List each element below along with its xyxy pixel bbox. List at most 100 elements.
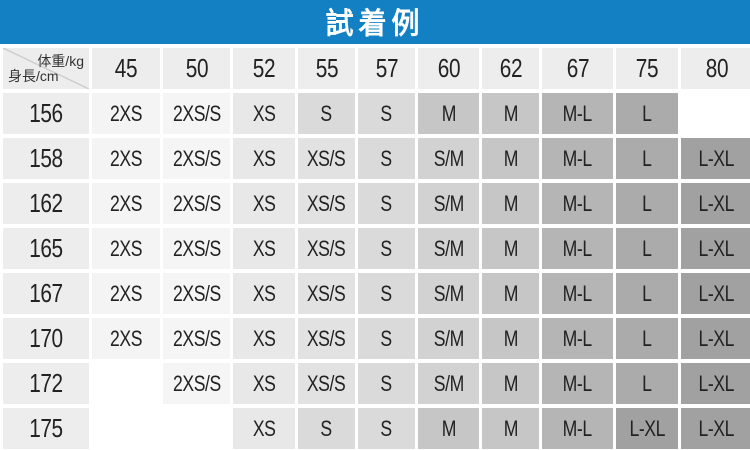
size-cell: XS [233,228,295,269]
row-header-156: 156 [3,93,89,134]
corner-cell: 体重/kg 身長/cm [3,48,89,89]
size-cell: S [358,228,415,269]
size-cell: L-XL [681,318,750,359]
row-header-162: 162 [3,183,89,224]
row-header-170: 170 [3,318,89,359]
weight-axis-label: 体重/kg [37,53,84,69]
size-cell: XS [233,363,295,404]
size-cell: L-XL [616,408,678,449]
size-cell: XS [233,408,295,449]
size-cell: M [482,138,539,179]
size-cell: XS [233,138,295,179]
size-cell: XS [233,93,295,134]
table-row-156: 156 2XS 2XS/S XS S S M M M-L L [3,93,750,134]
size-cell: M [418,408,479,449]
size-cell: S/M [418,318,479,359]
size-cell: S [358,318,415,359]
size-cell: S [358,93,415,134]
table-row-172: 172 2XS/S XS XS/S S S/M M M-L L L-XL [3,363,750,404]
size-cell: 2XS [92,138,160,179]
size-cell: 2XS [92,228,160,269]
size-cell: 2XS/S [163,138,230,179]
size-cell: L-XL [681,363,750,404]
row-header-167: 167 [3,273,89,314]
size-cell: M [482,228,539,269]
size-cell: XS/S [298,318,355,359]
size-cell: S/M [418,183,479,224]
size-cell: M [482,273,539,314]
height-axis-label: 身長/cm [8,68,59,84]
row-header-172: 172 [3,363,89,404]
size-cell: M-L [542,93,613,134]
table-row-162: 162 2XS 2XS/S XS XS/S S S/M M M-L L L-XL [3,183,750,224]
col-header-50: 50 [163,48,230,89]
size-cell: M [482,408,539,449]
title-bar: 試着例 [0,0,750,44]
size-cell: 2XS/S [163,363,230,404]
size-cell: M-L [542,183,613,224]
row-header-175: 175 [3,408,89,449]
size-table: 体重/kg 身長/cm 45 50 52 55 57 60 62 67 75 80 156 2XS 2… [0,44,750,450]
table-row-167: 167 2XS 2XS/S XS XS/S S S/M M M-L L L-XL [3,273,750,314]
empty-cell [92,363,160,404]
header-row: 体重/kg 身長/cm 45 50 52 55 57 60 62 67 75 80 [3,48,750,89]
size-cell: M-L [542,228,613,269]
empty-cell [681,93,750,134]
empty-cell [92,408,160,449]
size-cell: 2XS/S [163,183,230,224]
size-cell: L [616,228,678,269]
size-cell: S [358,363,415,404]
size-cell: L-XL [681,138,750,179]
size-cell: M [482,93,539,134]
table-row-158: 158 2XS 2XS/S XS XS/S S S/M M M-L L L-XL [3,138,750,179]
size-cell: M-L [542,273,613,314]
col-header-80: 80 [681,48,750,89]
size-cell: XS/S [298,228,355,269]
col-header-52: 52 [233,48,295,89]
table-row-170: 170 2XS 2XS/S XS XS/S S S/M M M-L L L-XL [3,318,750,359]
size-cell: L-XL [681,228,750,269]
size-cell: XS/S [298,273,355,314]
size-cell: L [616,273,678,314]
size-cell: L [616,138,678,179]
size-cell: 2XS [92,318,160,359]
size-cell: M-L [542,363,613,404]
size-cell: M-L [542,318,613,359]
size-cell: L-XL [681,273,750,314]
size-cell: M-L [542,138,613,179]
size-cell: S/M [418,273,479,314]
size-cell: M [482,363,539,404]
size-cell: 2XS/S [163,273,230,314]
size-cell: S [358,138,415,179]
size-cell: 2XS/S [163,228,230,269]
table-row-175: 175 XS S S M M M-L L-XL L-XL [3,408,750,449]
size-cell: 2XS/S [163,318,230,359]
size-cell: XS [233,318,295,359]
size-cell: M-L [542,408,613,449]
size-cell: S/M [418,363,479,404]
empty-cell [163,408,230,449]
size-cell: XS [233,183,295,224]
size-cell: S [298,93,355,134]
size-cell: L-XL [681,408,750,449]
col-header-45: 45 [92,48,160,89]
size-cell: S [358,183,415,224]
size-cell: M [418,93,479,134]
col-header-75: 75 [616,48,678,89]
size-cell: L-XL [681,183,750,224]
row-header-165: 165 [3,228,89,269]
col-header-67: 67 [542,48,613,89]
size-cell: S/M [418,138,479,179]
size-cell: L [616,318,678,359]
size-cell: XS/S [298,363,355,404]
size-cell: L [616,183,678,224]
size-cell: 2XS [92,273,160,314]
size-cell: 2XS/S [163,93,230,134]
size-cell: L [616,363,678,404]
diagonal-divider-icon [3,48,89,89]
col-header-60: 60 [418,48,479,89]
size-cell: M [482,183,539,224]
col-header-57: 57 [358,48,415,89]
size-cell: L [616,93,678,134]
